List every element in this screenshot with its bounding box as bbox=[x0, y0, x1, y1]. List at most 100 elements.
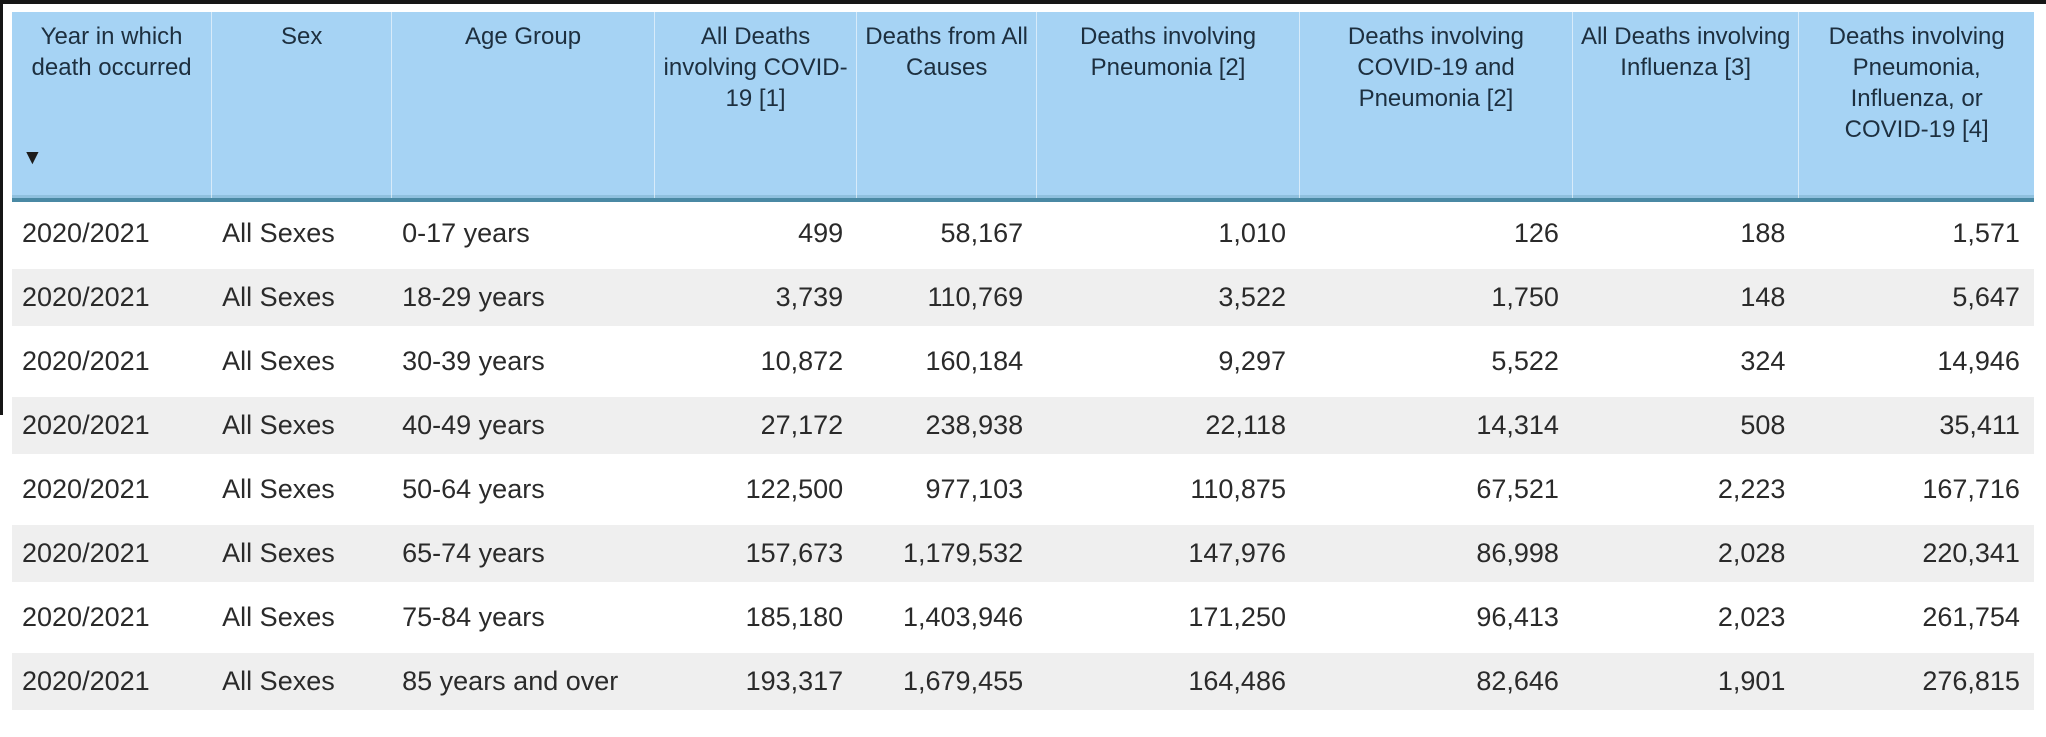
cell-year: 2020/2021 bbox=[22, 346, 150, 376]
column-header-all-causes[interactable]: Deaths from All Causes bbox=[857, 12, 1038, 198]
table-row[interactable]: 2020/2021 All Sexes 30-39 years 10,872 160,1… bbox=[12, 333, 2034, 390]
cell-covid-deaths: 27,172 bbox=[760, 410, 844, 440]
column-header-covid-pneumonia[interactable]: Deaths involving COVID-19 and Pneumonia … bbox=[1300, 12, 1573, 198]
cell-influenza: 148 bbox=[1740, 282, 1786, 312]
column-header-label: All Deaths involving Influenza [3] bbox=[1580, 23, 1791, 81]
cell-influenza: 2,023 bbox=[1717, 602, 1786, 632]
cell-covid-pneumonia: 96,413 bbox=[1476, 602, 1559, 632]
column-header-label: Year in which death occurred bbox=[31, 23, 192, 81]
cell-pic: 261,754 bbox=[1922, 602, 2020, 632]
table-row[interactable]: 2020/2021 All Sexes 75-84 years 185,180 1,40… bbox=[12, 589, 2034, 646]
cell-all-causes: 1,403,946 bbox=[903, 602, 1024, 632]
cell-sex: All Sexes bbox=[222, 410, 335, 440]
cell-age-group: 85 years and over bbox=[402, 666, 619, 696]
cell-pic: 5,647 bbox=[1952, 282, 2020, 312]
window-top-edge bbox=[0, 0, 2046, 4]
column-header-age-group[interactable]: Age Group bbox=[392, 12, 655, 198]
cell-year: 2020/2021 bbox=[22, 410, 150, 440]
cell-covid-deaths: 499 bbox=[798, 218, 844, 248]
cell-all-causes: 977,103 bbox=[925, 474, 1024, 504]
cell-influenza: 508 bbox=[1740, 410, 1786, 440]
sort-descending-icon[interactable]: ▼ bbox=[22, 146, 43, 169]
table-body: 2020/2021 All Sexes 0-17 years 499 58,167 1,0… bbox=[12, 205, 2034, 710]
cell-all-causes: 58,167 bbox=[940, 218, 1024, 248]
cell-year: 2020/2021 bbox=[22, 218, 150, 248]
table-row[interactable]: 2020/2021 All Sexes 85 years and over 193,3… bbox=[12, 653, 2034, 710]
cell-sex: All Sexes bbox=[222, 282, 335, 312]
cell-year: 2020/2021 bbox=[22, 666, 150, 696]
cell-pneumonia: 171,250 bbox=[1188, 602, 1286, 632]
column-header-pic[interactable]: Deaths involving Pneumonia, Influenza, o… bbox=[1799, 12, 2034, 198]
cell-sex: All Sexes bbox=[222, 538, 335, 568]
cell-covid-deaths: 185,180 bbox=[745, 602, 844, 632]
column-header-label: Deaths involving Pneumonia, Influenza, o… bbox=[1828, 23, 2005, 143]
cell-sex: All Sexes bbox=[222, 666, 335, 696]
cell-pneumonia: 110,875 bbox=[1190, 474, 1286, 504]
cell-year: 2020/2021 bbox=[22, 474, 150, 504]
cell-year: 2020/2021 bbox=[22, 602, 150, 632]
cell-influenza: 1,901 bbox=[1717, 666, 1786, 696]
cell-all-causes: 238,938 bbox=[925, 410, 1024, 440]
cell-pneumonia: 22,118 bbox=[1205, 410, 1286, 440]
cell-sex: All Sexes bbox=[222, 474, 335, 504]
column-header-pneumonia[interactable]: Deaths involving Pneumonia [2] bbox=[1037, 12, 1300, 198]
cell-age-group: 30-39 years bbox=[402, 346, 545, 376]
table-row[interactable]: 2020/2021 All Sexes 0-17 years 499 58,167 1,0… bbox=[12, 205, 2034, 262]
column-header-label: All Deaths involving COVID-19 [1] bbox=[663, 23, 848, 112]
cell-pic: 14,946 bbox=[1937, 346, 2020, 376]
cell-pneumonia: 164,486 bbox=[1188, 666, 1286, 696]
cell-all-causes: 160,184 bbox=[925, 346, 1024, 376]
table-header-row: Year in which death occurred ▼ Sex Age Grou… bbox=[12, 12, 2034, 202]
cell-age-group: 18-29 years bbox=[402, 282, 545, 312]
table-row[interactable]: 2020/2021 All Sexes 50-64 years 122,500 977,… bbox=[12, 461, 2034, 518]
column-header-covid-deaths[interactable]: All Deaths involving COVID-19 [1] bbox=[655, 12, 858, 198]
cell-all-causes: 1,179,532 bbox=[903, 538, 1024, 568]
cell-influenza: 2,223 bbox=[1717, 474, 1786, 504]
cell-age-group: 40-49 years bbox=[402, 410, 545, 440]
cell-pneumonia: 9,297 bbox=[1218, 346, 1286, 376]
cell-age-group: 50-64 years bbox=[402, 474, 545, 504]
cell-pneumonia: 1,010 bbox=[1218, 218, 1286, 248]
cell-age-group: 75-84 years bbox=[402, 602, 545, 632]
cell-pic: 167,716 bbox=[1922, 474, 2020, 504]
cell-pic: 276,815 bbox=[1922, 666, 2020, 696]
column-header-sex[interactable]: Sex bbox=[212, 12, 393, 198]
cell-all-causes: 1,679,455 bbox=[903, 666, 1024, 696]
cell-covid-deaths: 157,673 bbox=[745, 538, 844, 568]
cell-pic: 35,411 bbox=[1939, 410, 2020, 440]
cell-covid-pneumonia: 126 bbox=[1513, 218, 1559, 248]
cell-covid-pneumonia: 86,998 bbox=[1476, 538, 1559, 568]
column-header-label: Sex bbox=[280, 23, 323, 50]
cell-pic: 1,571 bbox=[1952, 218, 2020, 248]
column-header-influenza[interactable]: All Deaths involving Influenza [3] bbox=[1573, 12, 1800, 198]
column-header-label: Deaths involving Pneumonia [2] bbox=[1080, 23, 1257, 81]
cell-covid-pneumonia: 14,314 bbox=[1476, 410, 1559, 440]
cell-year: 2020/2021 bbox=[22, 282, 150, 312]
cell-sex: All Sexes bbox=[222, 602, 335, 632]
cell-age-group: 0-17 years bbox=[402, 218, 530, 248]
cell-influenza: 2,028 bbox=[1717, 538, 1786, 568]
cell-all-causes: 110,769 bbox=[927, 282, 1024, 312]
cell-covid-deaths: 122,500 bbox=[745, 474, 844, 504]
cell-year: 2020/2021 bbox=[22, 538, 150, 568]
column-header-label: Deaths from All Causes bbox=[865, 23, 1029, 81]
cell-covid-deaths: 10,872 bbox=[760, 346, 844, 376]
column-header-year[interactable]: Year in which death occurred ▼ bbox=[12, 12, 213, 198]
column-header-label: Deaths involving COVID-19 and Pneumonia … bbox=[1347, 23, 1525, 112]
table-row[interactable]: 2020/2021 All Sexes 18-29 years 3,739 110,76… bbox=[12, 269, 2034, 326]
table-row[interactable]: 2020/2021 All Sexes 65-74 years 157,673 1,17… bbox=[12, 525, 2034, 582]
cell-covid-deaths: 3,739 bbox=[775, 282, 844, 312]
column-header-label: Age Group bbox=[465, 23, 582, 50]
cell-covid-pneumonia: 82,646 bbox=[1476, 666, 1559, 696]
deaths-table-visual: Year in which death occurred ▼ Sex Age Grou… bbox=[12, 12, 2034, 717]
cell-age-group: 65-74 years bbox=[402, 538, 545, 568]
cell-covid-pneumonia: 1,750 bbox=[1491, 282, 1559, 312]
cell-influenza: 188 bbox=[1740, 218, 1786, 248]
cell-covid-pneumonia: 67,521 bbox=[1476, 474, 1559, 504]
cell-pic: 220,341 bbox=[1922, 538, 2020, 568]
cell-pneumonia: 147,976 bbox=[1188, 538, 1286, 568]
cell-sex: All Sexes bbox=[222, 346, 335, 376]
cell-covid-deaths: 193,317 bbox=[745, 666, 844, 696]
table-row[interactable]: 2020/2021 All Sexes 40-49 years 27,172 238,9… bbox=[12, 397, 2034, 454]
cell-influenza: 324 bbox=[1740, 346, 1786, 376]
